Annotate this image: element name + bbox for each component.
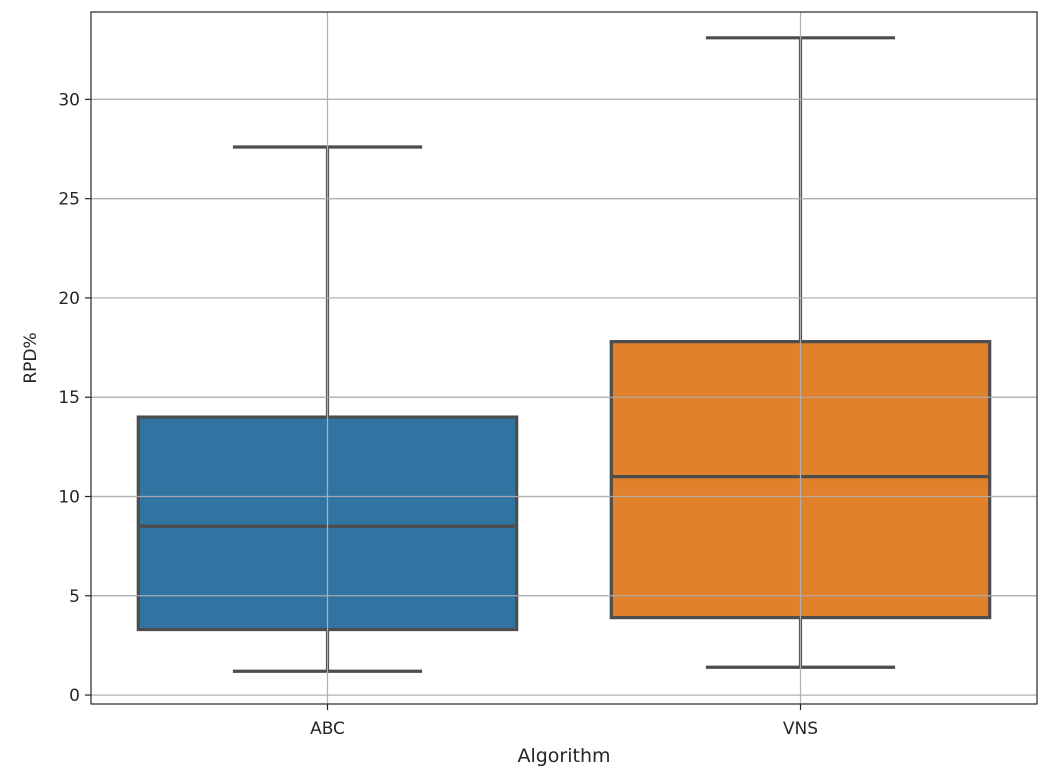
- y-tick-label: 5: [69, 587, 80, 607]
- y-axis: 0 5 10 15 20 25 30: [58, 90, 91, 706]
- plot-frame: [90, 11, 1038, 705]
- x-axis-label: Algorithm: [517, 745, 610, 767]
- vertical-grid-overlay: [91, 12, 1037, 704]
- x-tick-label: VNS: [783, 719, 818, 739]
- y-tick-label: 30: [58, 90, 80, 110]
- y-tick-label: 10: [58, 487, 80, 507]
- y-tick-label: 15: [58, 388, 80, 408]
- x-tick-label: ABC: [310, 719, 345, 739]
- y-tick-label: 25: [58, 190, 80, 210]
- x-axis: ABC VNS: [310, 704, 818, 739]
- y-axis-label: RPD%: [21, 332, 41, 383]
- y-tick-label: 0: [69, 686, 80, 706]
- y-tick-label: 20: [58, 289, 80, 309]
